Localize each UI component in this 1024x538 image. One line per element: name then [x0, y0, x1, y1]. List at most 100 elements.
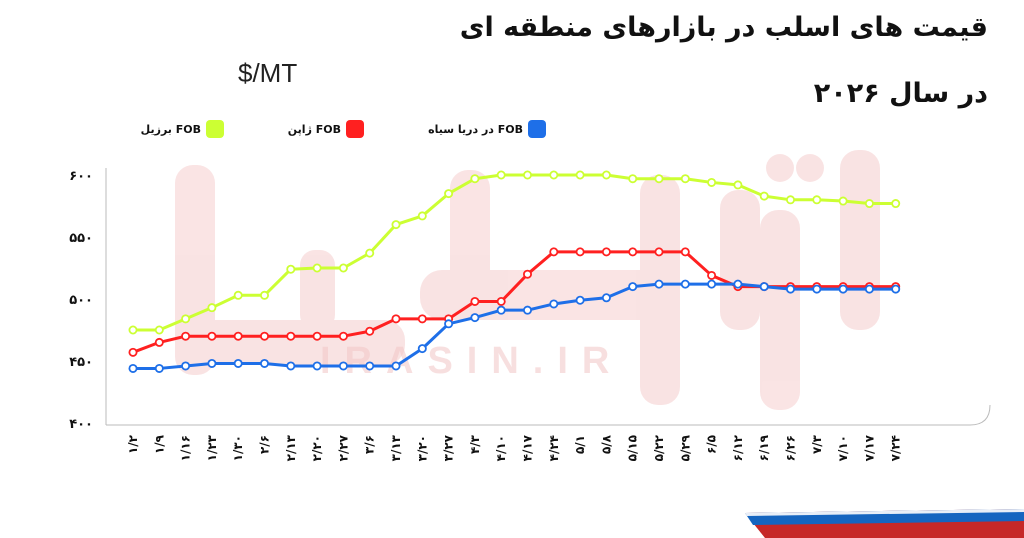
data-point-brazil: [154, 325, 164, 335]
data-point-brazil: [680, 174, 690, 184]
data-point-black_sea: [470, 313, 480, 323]
data-point-japan: [628, 247, 638, 257]
x-tick-label: ۶/۱۲: [731, 434, 745, 461]
chart-axes: [105, 168, 991, 426]
data-point-japan: [181, 331, 191, 341]
x-tick-label: ۵/۱۵: [626, 435, 640, 461]
data-point-black_sea: [628, 282, 638, 292]
x-tick-label: ۶/۵: [705, 435, 719, 454]
x-tick-label: ۶/۲۶: [784, 435, 798, 461]
x-tick-label: ۶/۱۹: [757, 434, 771, 461]
data-point-brazil: [470, 174, 480, 184]
x-tick-label: ۲/۶: [258, 435, 272, 454]
data-point-black_sea: [417, 344, 427, 354]
data-point-black_sea: [812, 284, 822, 294]
data-point-black_sea: [128, 363, 138, 373]
legend-swatch-brazil: [206, 120, 224, 138]
data-point-brazil: [575, 170, 585, 180]
x-tick-label: ۳/۲۰: [415, 435, 429, 461]
x-tick-label: ۴/۱۷: [521, 434, 535, 461]
data-point-black_sea: [312, 361, 322, 371]
data-point-japan: [523, 269, 533, 279]
data-point-black_sea: [733, 279, 743, 289]
data-point-japan: [549, 247, 559, 257]
data-point-japan: [496, 296, 506, 306]
data-point-brazil: [259, 290, 269, 300]
data-point-black_sea: [549, 299, 559, 309]
data-point-japan: [154, 337, 164, 347]
data-point-japan: [312, 331, 322, 341]
legend-label-brazil: FOB برزیل: [140, 122, 201, 136]
x-tick-label: ۳/۲۷: [442, 434, 456, 461]
data-point-brazil: [838, 196, 848, 206]
legend-item-japan: FOB ژاپن: [288, 120, 364, 138]
series-line-brazil: [133, 173, 896, 332]
data-point-japan: [707, 270, 717, 280]
data-point-black_sea: [207, 358, 217, 368]
data-point-japan: [654, 247, 664, 257]
data-point-brazil: [864, 199, 874, 209]
data-point-japan: [338, 331, 348, 341]
x-tick-label: ۲/۱۳: [284, 434, 298, 461]
data-point-japan: [417, 314, 427, 324]
x-tick-label: ۷/۲۴: [889, 435, 903, 461]
data-point-japan: [391, 314, 401, 324]
data-point-brazil: [312, 263, 322, 273]
data-point-brazil: [523, 170, 533, 180]
data-point-brazil: [628, 174, 638, 184]
data-point-black_sea: [154, 363, 164, 373]
y-tick-label: ۴۰۰: [69, 417, 93, 432]
data-point-japan: [233, 331, 243, 341]
data-point-brazil: [417, 211, 427, 221]
data-point-brazil: [549, 170, 559, 180]
data-point-brazil: [786, 195, 796, 205]
data-point-black_sea: [575, 295, 585, 305]
data-point-black_sea: [286, 361, 296, 371]
x-tick-label: ۵/۲۲: [652, 434, 666, 461]
data-point-japan: [365, 326, 375, 336]
data-point-black_sea: [707, 279, 717, 289]
data-point-black_sea: [338, 361, 348, 371]
data-point-brazil: [733, 180, 743, 190]
x-tick-label: ۵/۱: [573, 435, 587, 454]
x-tick-label: ۱/۲: [126, 434, 140, 454]
x-tick-label: ۲/۲۰: [310, 435, 324, 461]
data-point-black_sea: [496, 305, 506, 315]
x-tick-label: ۱/۱۶: [179, 435, 193, 461]
series-line-japan: [132, 250, 896, 354]
x-tick-label: ۲/۲۷: [336, 434, 350, 461]
watermark-text: IRASIN.IR: [320, 340, 624, 382]
x-tick-label: ۷/۱۰: [836, 435, 850, 461]
x-tick-label: ۴/۳: [468, 434, 482, 454]
x-tick-label: ۱/۹: [152, 434, 166, 454]
x-tick-label: ۴/۱۰: [494, 435, 508, 461]
x-tick-label: ۷/۳: [810, 434, 824, 454]
chart-title-line1: قیمت های اسلب در بازارهای منطقه ای: [459, 12, 988, 43]
data-point-brazil: [365, 248, 375, 258]
data-point-black_sea: [523, 305, 533, 315]
data-point-black_sea: [891, 284, 901, 294]
data-point-japan: [286, 331, 296, 341]
series-brazil: [128, 170, 901, 335]
y-tick-label: ۵۰۰: [69, 293, 93, 308]
data-point-black_sea: [601, 293, 611, 303]
legend-item-black-sea: FOB در دریا سیاه: [428, 120, 546, 138]
data-point-japan: [601, 247, 611, 257]
x-tick-label: ۵/۸: [599, 434, 613, 454]
data-point-brazil: [654, 174, 664, 184]
x-tick-label: ۷/۱۷: [862, 434, 876, 461]
legend-swatch-black-sea: [528, 120, 546, 138]
series-black_sea: [128, 279, 901, 373]
data-point-black_sea: [680, 279, 690, 289]
x-tick-label: ۴/۲۴: [547, 435, 561, 461]
unit-label: $/MT: [238, 58, 298, 88]
data-point-brazil: [707, 177, 717, 187]
data-point-brazil: [286, 264, 296, 274]
data-point-black_sea: [864, 284, 874, 294]
data-point-japan: [207, 331, 217, 341]
data-point-brazil: [891, 199, 901, 209]
data-point-japan: [259, 331, 269, 341]
data-point-brazil: [391, 220, 401, 230]
